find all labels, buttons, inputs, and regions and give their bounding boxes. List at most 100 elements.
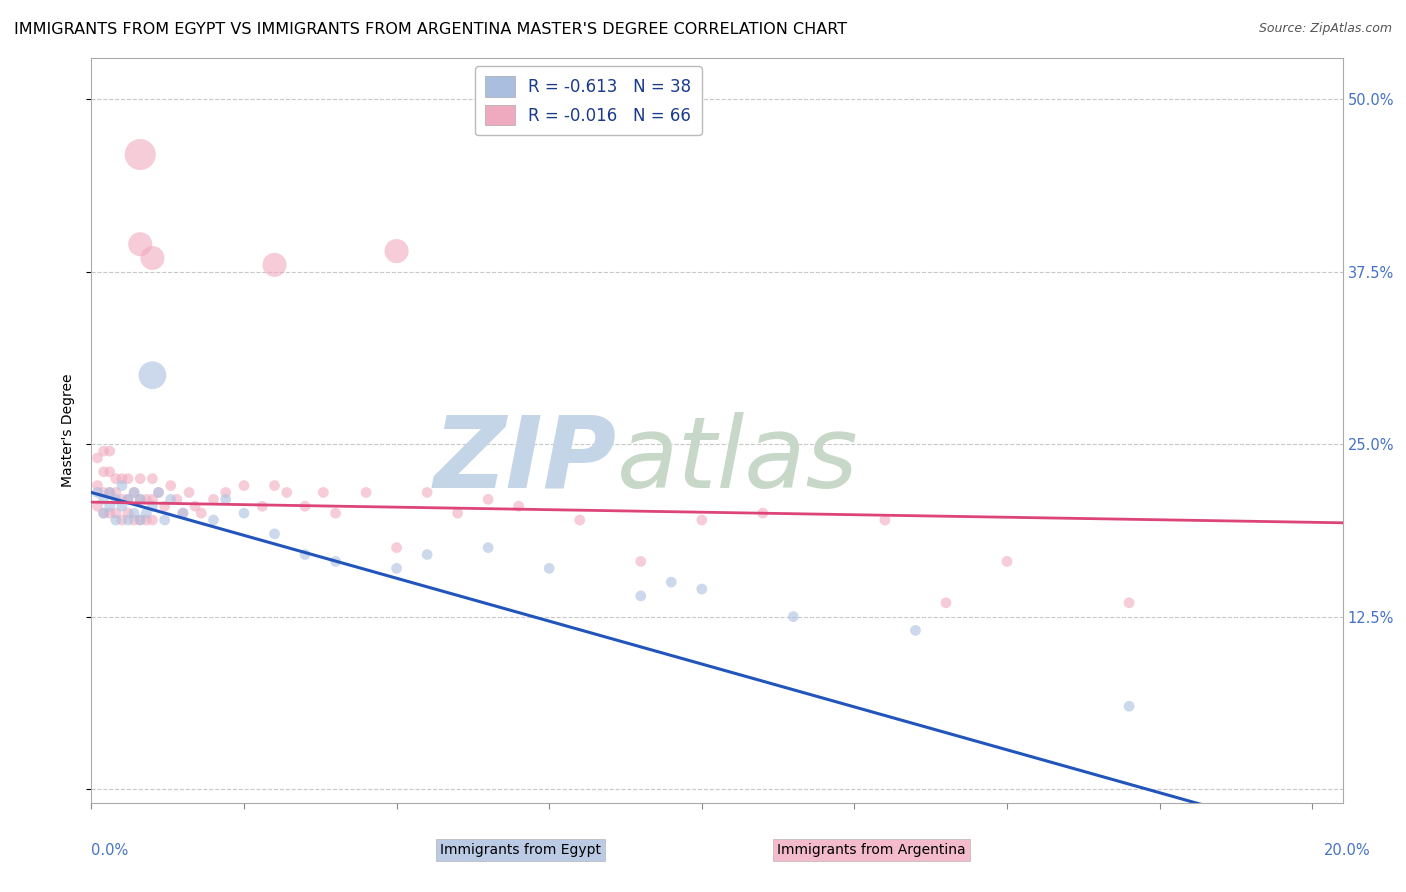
Y-axis label: Master's Degree: Master's Degree <box>60 374 75 487</box>
Text: Source: ZipAtlas.com: Source: ZipAtlas.com <box>1258 22 1392 36</box>
Point <box>172 506 194 520</box>
Text: ZIP: ZIP <box>434 412 617 508</box>
Point <box>129 472 152 486</box>
Point <box>148 485 170 500</box>
Point <box>538 561 561 575</box>
Point <box>98 485 121 500</box>
Point <box>93 444 115 458</box>
Point <box>385 541 408 555</box>
Point <box>215 485 238 500</box>
Point <box>294 500 316 514</box>
Point <box>202 492 225 507</box>
Point <box>117 506 139 520</box>
Point <box>111 472 134 486</box>
Point <box>129 492 152 507</box>
Point <box>630 554 652 568</box>
Point <box>93 506 115 520</box>
Point <box>177 485 200 500</box>
Point <box>98 485 121 500</box>
Point <box>1118 699 1140 714</box>
Point <box>122 506 145 520</box>
Point <box>294 548 316 562</box>
Point <box>122 513 145 527</box>
Point <box>129 513 152 527</box>
Point <box>184 500 207 514</box>
Point <box>129 492 152 507</box>
Text: 0.0%: 0.0% <box>91 843 128 858</box>
Text: IMMIGRANTS FROM EGYPT VS IMMIGRANTS FROM ARGENTINA MASTER'S DEGREE CORRELATION C: IMMIGRANTS FROM EGYPT VS IMMIGRANTS FROM… <box>14 22 848 37</box>
Point <box>172 506 194 520</box>
Point <box>477 541 499 555</box>
Point <box>141 513 163 527</box>
Point <box>122 485 145 500</box>
Point <box>111 500 134 514</box>
Point <box>93 465 115 479</box>
Point <box>93 485 115 500</box>
Point <box>129 147 152 161</box>
Point <box>141 500 163 514</box>
Point <box>104 485 127 500</box>
Point <box>117 513 139 527</box>
Point <box>86 450 108 465</box>
Point <box>508 500 530 514</box>
Point <box>233 506 256 520</box>
Point <box>93 492 115 507</box>
Point <box>141 251 163 265</box>
Point <box>86 500 108 514</box>
Point <box>141 368 163 383</box>
Point <box>117 472 139 486</box>
Point <box>325 554 347 568</box>
Point <box>104 506 127 520</box>
Point <box>135 492 157 507</box>
Point <box>416 548 439 562</box>
Point <box>1118 596 1140 610</box>
Point <box>263 526 285 541</box>
Point <box>263 258 285 272</box>
Point <box>446 506 468 520</box>
Point <box>385 244 408 258</box>
Point <box>86 478 108 492</box>
Point <box>782 609 804 624</box>
Point <box>385 561 408 575</box>
Point <box>122 485 145 500</box>
Point <box>477 492 499 507</box>
Point <box>104 492 127 507</box>
Point <box>98 500 121 514</box>
Point <box>111 513 134 527</box>
Point <box>995 554 1018 568</box>
Point <box>215 492 238 507</box>
Point <box>659 575 682 590</box>
Point <box>129 237 152 252</box>
Text: Immigrants from Argentina: Immigrants from Argentina <box>778 843 966 857</box>
Point <box>252 500 274 514</box>
Point <box>104 513 127 527</box>
Point <box>141 492 163 507</box>
Point <box>111 478 134 492</box>
Point <box>166 492 188 507</box>
Point <box>568 513 591 527</box>
Point <box>141 472 163 486</box>
Point <box>904 624 927 638</box>
Point <box>202 513 225 527</box>
Point <box>690 513 713 527</box>
Text: Immigrants from Egypt: Immigrants from Egypt <box>440 843 600 857</box>
Point <box>153 500 176 514</box>
Point <box>117 492 139 507</box>
Point <box>135 506 157 520</box>
Point <box>98 506 121 520</box>
Text: atlas: atlas <box>617 412 859 508</box>
Point <box>86 485 108 500</box>
Point <box>93 506 115 520</box>
Point <box>117 492 139 507</box>
Text: 20.0%: 20.0% <box>1324 843 1371 858</box>
Point <box>135 513 157 527</box>
Point <box>190 506 212 520</box>
Point <box>354 485 377 500</box>
Point <box>263 478 285 492</box>
Point <box>148 485 170 500</box>
Point <box>935 596 957 610</box>
Point <box>416 485 439 500</box>
Point <box>233 478 256 492</box>
Point <box>752 506 775 520</box>
Point <box>104 472 127 486</box>
